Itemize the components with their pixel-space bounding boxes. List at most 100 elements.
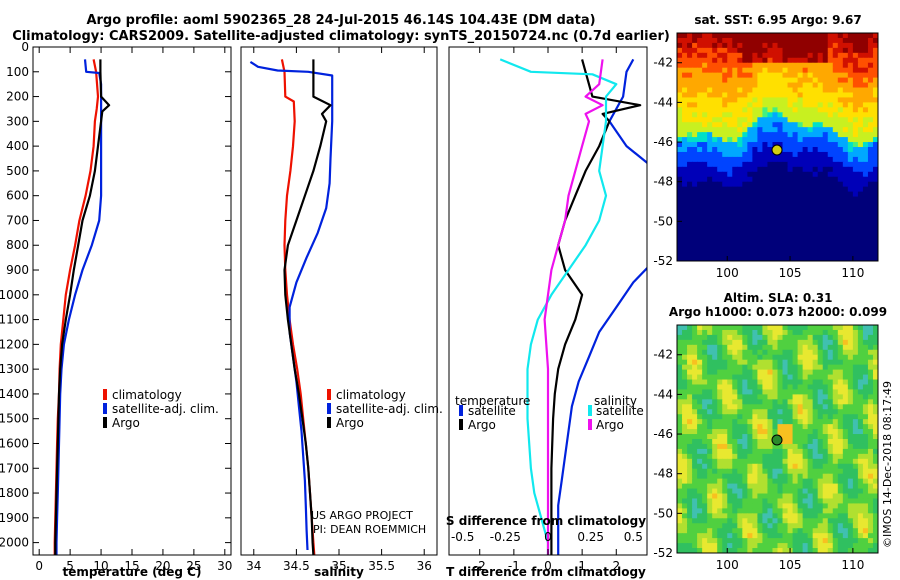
heatmap-cell — [862, 374, 869, 381]
heatmap-cell — [737, 52, 743, 59]
x-tick-label: 0 — [544, 559, 552, 573]
heatmap-cell — [712, 72, 718, 79]
heatmap-cell — [862, 156, 869, 163]
heatmap-cell — [832, 236, 839, 242]
heatmap-cell — [677, 102, 683, 108]
heatmap-cell — [747, 42, 753, 49]
heatmap-cell — [682, 543, 688, 549]
heatmap-cell — [722, 33, 728, 39]
heatmap-cell — [717, 468, 723, 475]
sla-map-title: Altim. SLA: 0.31 — [724, 291, 833, 305]
x-tick-label: 30 — [217, 559, 232, 573]
heatmap-cell — [782, 236, 789, 242]
heatmap-cell — [807, 513, 814, 519]
heatmap-cell — [782, 478, 789, 485]
heatmap-cell — [727, 448, 733, 455]
heatmap-cell — [722, 394, 728, 400]
heatmap-cell — [737, 77, 743, 84]
heatmap-cell — [867, 57, 874, 64]
heatmap-cell — [682, 463, 688, 470]
heatmap-cell — [702, 384, 708, 391]
heatmap-cell — [727, 87, 733, 94]
heatmap-cell — [722, 334, 728, 341]
heatmap-cell — [872, 334, 878, 341]
heatmap-cell — [737, 256, 743, 261]
heatmap-cell — [862, 52, 869, 59]
heatmap-cell — [702, 132, 708, 138]
heatmap-cell — [802, 325, 809, 331]
heatmap-cell — [802, 384, 809, 391]
heatmap-cell — [737, 548, 743, 553]
heatmap-cell — [867, 518, 874, 524]
heatmap-cell — [677, 374, 683, 381]
heatmap-cell — [702, 127, 708, 133]
heatmap-cell — [787, 453, 794, 460]
heatmap-cell — [817, 538, 824, 544]
heatmap-cell — [692, 434, 698, 440]
heatmap-cell — [807, 37, 814, 44]
heatmap-cell — [712, 42, 718, 49]
heatmap-cell — [747, 82, 753, 89]
heatmap-cell — [802, 329, 809, 336]
heatmap-cell — [797, 241, 804, 247]
heatmap-cell — [807, 147, 814, 153]
heatmap-cell — [792, 389, 799, 395]
heatmap-cell — [712, 543, 718, 549]
heatmap-cell — [837, 379, 844, 386]
heatmap-cell — [842, 448, 849, 455]
heatmap-cell — [697, 52, 703, 59]
heatmap-cell — [782, 339, 789, 346]
heatmap-cell — [857, 443, 864, 450]
x-tick-label: 35 — [331, 559, 346, 573]
heatmap-cell — [777, 117, 784, 123]
legend-label-argo: Argo — [112, 416, 140, 430]
heatmap-cell — [852, 458, 859, 465]
heatmap-cell — [712, 231, 718, 237]
heatmap-cell — [847, 166, 854, 173]
heatmap-cell — [822, 201, 829, 208]
heatmap-cell — [682, 77, 688, 84]
heatmap-cell — [797, 47, 804, 54]
heatmap-cell — [802, 369, 809, 376]
heatmap-cell — [867, 419, 874, 425]
heatmap-cell — [782, 107, 789, 113]
heatmap-cell — [862, 379, 869, 386]
heatmap-cell — [702, 107, 708, 113]
heatmap-cell — [857, 419, 864, 425]
heatmap-cell — [867, 384, 874, 391]
heatmap-cell — [767, 419, 774, 425]
heatmap-cell — [757, 498, 764, 505]
heatmap-cell — [722, 236, 728, 242]
heatmap-cell — [847, 448, 854, 455]
heatmap-cell — [802, 151, 809, 158]
heatmap-cell — [722, 196, 728, 203]
heatmap-cell — [792, 374, 799, 381]
heatmap-cell — [827, 439, 834, 445]
heatmap-cell — [847, 47, 854, 54]
heatmap-cell — [747, 339, 753, 346]
heatmap-cell — [847, 478, 854, 485]
heatmap-cell — [852, 251, 859, 257]
heatmap-cell — [742, 424, 748, 430]
heatmap-cell — [852, 453, 859, 460]
heatmap-cell — [722, 354, 728, 361]
heatmap-cell — [697, 528, 703, 534]
x-tick-label: 0 — [35, 559, 43, 573]
heatmap-cell — [827, 473, 834, 480]
heatmap-cell — [677, 176, 683, 183]
heatmap-cell — [762, 156, 769, 163]
heatmap-cell — [797, 256, 804, 261]
heatmap-cell — [757, 87, 764, 94]
heatmap-cell — [707, 523, 713, 529]
heatmap-cell — [832, 171, 839, 178]
heatmap-cell — [772, 112, 779, 118]
heatmap-cell — [837, 508, 844, 514]
heatmap-cell — [752, 468, 759, 475]
heatmap-cell — [852, 117, 859, 123]
heatmap-cell — [772, 67, 779, 74]
heatmap-cell — [812, 439, 819, 445]
heatmap-cell — [692, 62, 698, 69]
heatmap-cell — [827, 339, 834, 346]
heatmap-cell — [752, 87, 759, 94]
heatmap-cell — [832, 429, 839, 435]
